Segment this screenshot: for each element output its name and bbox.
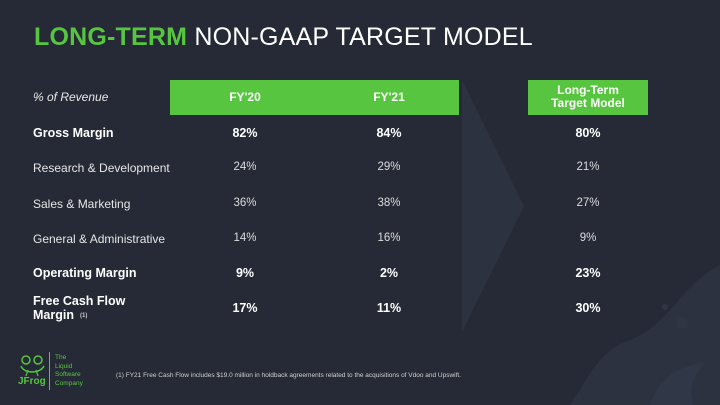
cell-operating-margin-fy21: 2%: [379, 266, 399, 280]
footnote-marker: (1): [79, 312, 88, 319]
target-header-line2: Target Model: [551, 96, 625, 110]
cell-gross-margin-fy20: 82%: [232, 126, 258, 140]
logo-divider: [49, 352, 50, 390]
cell-operating-margin-fy20: 9%: [235, 266, 255, 280]
fcf-label-line1: Free Cash Flow: [33, 294, 126, 308]
cell-rd-fy20: 24%: [233, 161, 257, 173]
cell-ga-fy21: 16%: [377, 232, 401, 244]
cell-ga-fy20: 14%: [233, 232, 257, 244]
brand-name: JFrog: [18, 376, 46, 387]
cell-fcf-fy20: 17%: [232, 301, 258, 315]
liquid-splash-decoration: [570, 265, 720, 405]
footnote-text: (1) FY21 Free Cash Flow includes $19.0 m…: [116, 372, 462, 379]
tagline-line3: Software: [55, 371, 81, 378]
cell-fcf-target: 30%: [575, 301, 601, 315]
cell-sm-target: 27%: [576, 197, 600, 209]
row-label-operating-margin: Operating Margin: [33, 266, 137, 280]
cell-gross-margin-fy21: 84%: [376, 126, 402, 140]
row-label-sales-marketing: Sales & Marketing: [33, 197, 131, 211]
brand-tagline: The Liquid Software Company: [55, 354, 83, 388]
arrow-chevron-decoration: [462, 80, 524, 332]
column-header-fy21: FY'21: [373, 90, 405, 104]
table-header-label: % of Revenue: [33, 90, 109, 104]
fiscal-years-header-bar: [170, 80, 459, 115]
tagline-line4: Company: [55, 379, 83, 387]
cell-sm-fy20: 36%: [233, 197, 257, 209]
tagline-line1: The: [55, 354, 67, 361]
page-title: LONG-TERM NON-GAAP TARGET MODEL: [34, 23, 533, 52]
title-highlight: LONG-TERM: [34, 23, 188, 51]
row-label-gross-margin: Gross Margin: [33, 126, 114, 140]
row-label-general-administrative: General & Administrative: [33, 232, 166, 246]
row-label-free-cash-flow-margin: Free Cash Flow Margin (1): [33, 294, 125, 323]
cell-operating-margin-target: 23%: [575, 266, 601, 280]
cell-rd-fy21: 29%: [377, 161, 401, 173]
cell-fcf-fy21: 11%: [376, 301, 402, 315]
cell-gross-margin-target: 80%: [575, 126, 601, 140]
tagline-line2: Liquid: [55, 362, 73, 370]
fcf-label-line2: Margin: [33, 308, 74, 322]
title-rest: NON-GAAP TARGET MODEL: [194, 23, 533, 51]
cell-sm-fy21: 38%: [377, 197, 401, 209]
target-header-line1: Long-Term: [557, 83, 619, 97]
frog-icon: [20, 355, 45, 377]
column-header-fy20: FY'20: [229, 90, 261, 104]
column-header-target-model: Long-Term Target Model: [528, 80, 648, 115]
cell-rd-target: 21%: [576, 161, 600, 173]
cell-ga-target: 9%: [579, 232, 597, 244]
row-label-research-development: Research & Development: [33, 161, 170, 175]
